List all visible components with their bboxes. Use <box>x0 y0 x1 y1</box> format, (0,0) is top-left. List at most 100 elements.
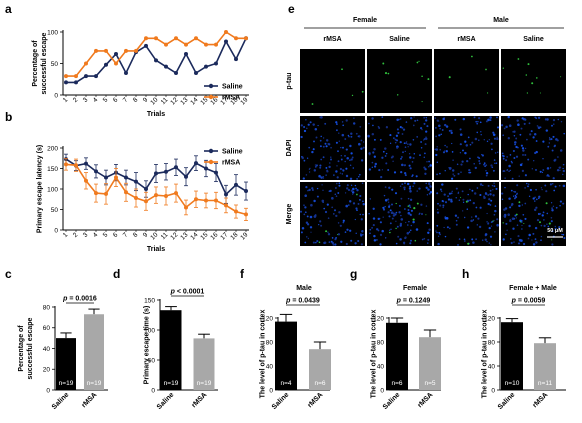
nucleus-dot <box>537 126 541 129</box>
panel-label-d: d <box>113 267 120 281</box>
nucleus-dot <box>524 202 527 205</box>
nucleus-dot <box>314 241 317 244</box>
nucleus-dot <box>323 207 326 210</box>
nucleus-dot <box>535 140 538 142</box>
nucleus-dot <box>389 142 392 144</box>
nucleus-dot <box>382 150 385 153</box>
nucleus-dot <box>373 239 377 242</box>
nucleus-dot <box>404 172 407 175</box>
nucleus-dot <box>532 197 535 200</box>
p-value-symbol: p <box>62 296 68 303</box>
nucleus-dot <box>435 127 437 129</box>
nucleus-dot <box>339 224 342 227</box>
nucleus-dot <box>510 238 512 240</box>
nucleus-dot <box>439 233 441 236</box>
nucleus-dot <box>303 129 307 133</box>
y-axis-label-line: The level of p-tau in cortex <box>260 310 267 399</box>
nucleus-dot <box>399 238 402 241</box>
data-point-rmsa <box>134 196 138 201</box>
data-point-rmsa <box>224 203 228 208</box>
nucleus-dot <box>349 177 353 180</box>
nucleus-dot <box>524 153 527 157</box>
nucleus-dot <box>541 171 544 174</box>
data-point-rmsa <box>164 193 168 198</box>
nucleus-dot <box>409 167 412 170</box>
nucleus-dot <box>428 192 431 195</box>
nucleus-dot <box>338 211 341 214</box>
nucleus-dot <box>491 148 493 151</box>
nucleus-dot <box>489 116 492 119</box>
panel-label-e: e <box>288 2 295 16</box>
nucleus-dot <box>539 170 542 173</box>
nucleus-dot <box>424 168 427 171</box>
nucleus-dot <box>455 187 458 190</box>
nucleus-dot <box>360 147 363 150</box>
data-point-saline <box>134 179 138 184</box>
ptau-signal-dot <box>336 234 339 236</box>
nucleus-dot <box>504 186 506 189</box>
category-label-saline: Saline <box>156 391 176 411</box>
nucleus-dot <box>362 203 365 206</box>
ptau-signal-dot <box>421 101 423 103</box>
nucleus-dot <box>345 187 349 190</box>
y-tick-label: 50 <box>51 61 59 68</box>
nucleus-dot <box>554 158 557 162</box>
nucleus-dot <box>393 171 397 174</box>
nucleus-dot <box>404 164 407 166</box>
nucleus-dot <box>315 136 318 139</box>
nucleus-dot <box>522 242 526 246</box>
nucleus-dot <box>326 203 329 206</box>
nucleus-dot <box>328 241 331 243</box>
nucleus-dot <box>516 119 519 122</box>
nucleus-dot <box>353 117 355 119</box>
p-value-number: = 0.0439 <box>290 298 319 305</box>
nucleus-dot <box>546 212 549 215</box>
panel-label-a: a <box>5 2 12 16</box>
nucleus-dot <box>509 219 512 223</box>
data-point-saline <box>124 70 128 75</box>
nucleus-dot <box>322 145 325 148</box>
data-point-rmsa <box>214 198 218 203</box>
nucleus-dot <box>390 228 392 231</box>
nucleus-dot <box>540 224 543 227</box>
legend-label: rMSA <box>222 160 240 167</box>
nucleus-dot <box>436 192 439 195</box>
nucleus-dot <box>521 228 523 230</box>
nucleus-dot <box>408 164 411 167</box>
nucleus-dot <box>346 184 349 187</box>
nucleus-dot <box>520 127 523 130</box>
nucleus-dot <box>490 142 493 145</box>
nucleus-dot <box>439 204 442 207</box>
nucleus-dot <box>519 163 523 167</box>
nucleus-dot <box>316 187 319 190</box>
nucleus-dot <box>337 222 340 224</box>
data-point-saline <box>174 70 178 75</box>
nucleus-dot <box>494 162 496 164</box>
nucleus-dot <box>406 182 410 186</box>
y-tick-label: 0 <box>54 92 58 99</box>
data-point-rmsa <box>204 198 208 203</box>
nucleus-dot <box>330 240 333 243</box>
data-point-saline <box>234 57 238 62</box>
nucleus-dot <box>469 199 472 202</box>
nucleus-dot <box>409 206 412 209</box>
nucleus-dot <box>445 150 448 153</box>
nucleus-dot <box>393 137 395 139</box>
y-tick-label: 60 <box>43 325 51 332</box>
nucleus-dot <box>467 136 470 139</box>
nucleus-dot <box>481 239 484 241</box>
nucleus-dot <box>416 190 418 192</box>
nucleus-dot <box>532 243 536 246</box>
nucleus-dot <box>335 195 338 197</box>
nucleus-dot <box>459 128 462 131</box>
ptau-signal-dot <box>467 242 470 245</box>
ptau-signal-dot <box>485 68 487 71</box>
nucleus-dot <box>387 211 390 214</box>
nucleus-dot <box>361 182 364 185</box>
nucleus-dot <box>319 166 322 169</box>
data-point-rmsa <box>174 36 178 41</box>
nucleus-dot <box>312 148 315 151</box>
nucleus-dot <box>350 239 353 242</box>
nucleus-dot <box>374 165 376 168</box>
